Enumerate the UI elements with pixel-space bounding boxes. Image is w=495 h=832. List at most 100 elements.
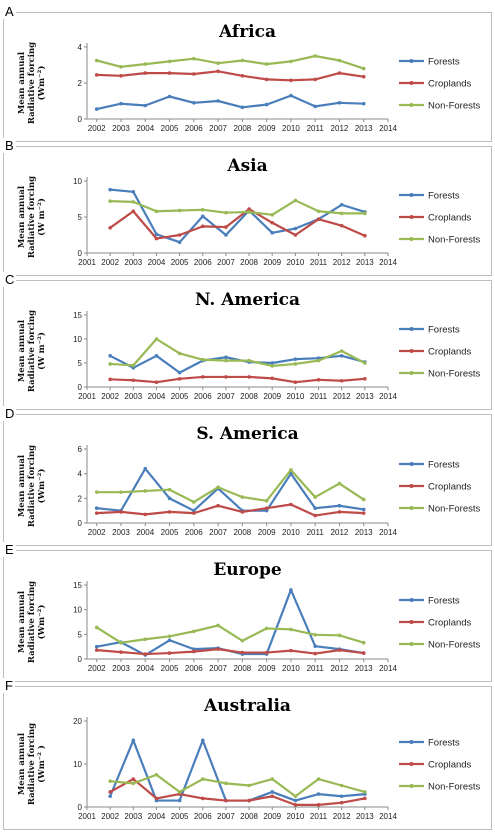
data-point (177, 377, 182, 381)
data-point (216, 69, 220, 74)
y-tick-label: 0 (78, 249, 83, 258)
data-point (192, 508, 196, 513)
data-point (264, 508, 269, 513)
data-point (270, 794, 275, 799)
data-point (119, 74, 123, 78)
data-point (94, 73, 99, 77)
legend-label: Non-Forests (428, 369, 481, 380)
y-tick-label: 0 (78, 115, 83, 124)
y-tick-label: 15 (73, 311, 82, 320)
x-tick-label: 2002 (101, 258, 119, 267)
chart-panel-e: E Europe Mean annualRadiative forcing(Wm⁻²… (3, 542, 492, 682)
data-point (200, 796, 205, 801)
data-point (313, 104, 317, 109)
data-point (131, 378, 136, 383)
x-tick-label: 2005 (161, 124, 179, 133)
data-point (289, 502, 293, 507)
data-point (361, 66, 366, 71)
x-tick-label: 2008 (233, 664, 251, 673)
data-point (264, 102, 269, 107)
data-point (177, 370, 182, 375)
data-point (339, 211, 344, 216)
data-point (247, 783, 251, 788)
chart-svg: S. America Mean annualRadiative forcing(W… (17, 424, 481, 537)
chart-svg: Africa Mean annualRadiative forcing(Wm⁻²)… (17, 22, 481, 133)
data-point (167, 638, 172, 643)
data-point (247, 358, 251, 363)
data-point (154, 232, 159, 237)
x-tick-label: 2006 (185, 124, 203, 133)
data-point (131, 781, 136, 786)
y-tick-label: 10 (73, 760, 82, 769)
x-tick-label: 2001 (78, 392, 96, 401)
series-line-croplands (109, 777, 366, 806)
data-point (316, 209, 321, 214)
x-tick-label: 2003 (124, 258, 142, 267)
chart-svg: Australia Mean annualRadiative forcing(Wm… (17, 696, 481, 821)
x-tick-label: 2009 (263, 258, 281, 267)
series-line-non-forests (110, 773, 366, 798)
data-point (143, 489, 148, 493)
data-point (108, 199, 112, 203)
x-tick-label: 2007 (217, 392, 235, 401)
y-tick-label: 15 (73, 581, 82, 590)
data-point (270, 213, 275, 217)
data-point (119, 490, 123, 494)
data-point (119, 640, 123, 645)
data-point (313, 644, 317, 648)
data-point (200, 777, 205, 781)
x-tick-label: 2014 (379, 124, 397, 133)
x-tick-label: 2005 (171, 392, 189, 401)
data-point (94, 511, 99, 515)
panel-letter: F (3, 678, 15, 693)
x-tick-label: 2012 (331, 664, 349, 673)
data-point (339, 354, 344, 358)
data-point (293, 233, 298, 237)
x-tick-label: 2013 (355, 528, 373, 537)
data-point (363, 211, 367, 216)
y-tick-label: 6 (78, 445, 83, 454)
data-point (289, 93, 293, 98)
series-line-croplands (96, 648, 364, 656)
x-tick-label: 2010 (282, 528, 300, 537)
data-point (361, 640, 366, 645)
data-point (119, 65, 123, 69)
chart-title: Africa (218, 22, 276, 42)
x-tick-label: 2013 (356, 258, 374, 267)
data-point (240, 650, 245, 655)
x-tick-label: 2006 (194, 258, 212, 267)
x-tick-label: 2008 (233, 124, 251, 133)
y-tick-label: 2 (78, 494, 83, 503)
data-point (119, 650, 123, 654)
x-tick-label: 2008 (240, 812, 258, 821)
legend-label: Forests (428, 191, 460, 202)
chart-title: Asia (226, 156, 267, 176)
x-tick-label: 2002 (88, 124, 106, 133)
data-point (192, 500, 196, 504)
legend-swatch-marker (409, 59, 414, 63)
data-point (224, 233, 228, 237)
data-point (167, 487, 172, 492)
x-tick-label: 2008 (240, 392, 258, 401)
data-point (131, 363, 136, 368)
legend-label: Forests (428, 738, 460, 749)
chart-title: N. America (195, 290, 300, 310)
panel-letter: B (3, 138, 16, 153)
x-tick-label: 2012 (331, 528, 349, 537)
series-line-forests (110, 188, 366, 244)
data-point (108, 226, 112, 230)
data-point (216, 99, 220, 103)
x-tick-label: 2014 (379, 664, 397, 673)
series-line-croplands (110, 375, 365, 384)
legend-swatch-marker (409, 327, 414, 331)
data-point (154, 380, 159, 384)
data-point (94, 625, 99, 630)
x-tick-label: 2010 (286, 812, 304, 821)
data-point (247, 798, 251, 803)
data-point (224, 225, 228, 229)
x-tick-label: 2014 (379, 528, 397, 537)
data-point (264, 62, 269, 66)
data-point (154, 354, 159, 358)
data-point (108, 790, 112, 794)
